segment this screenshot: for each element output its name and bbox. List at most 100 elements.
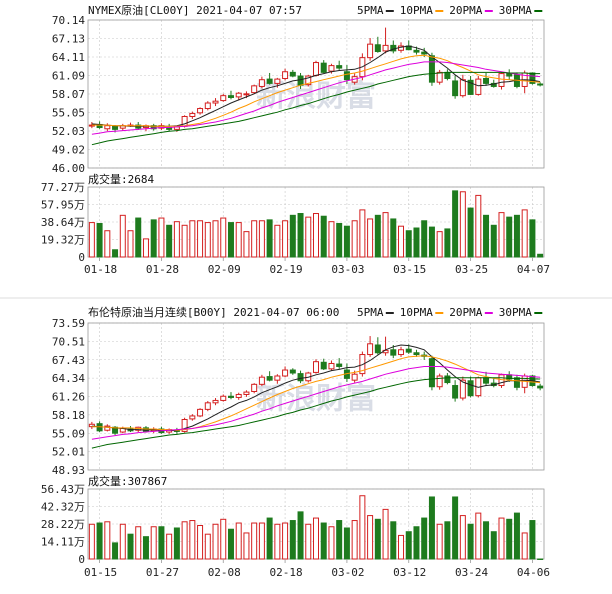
date-tick-label: 03-12 bbox=[393, 566, 426, 579]
candle-body-up bbox=[382, 44, 389, 52]
volume-bar-up bbox=[243, 231, 250, 258]
volume-bar-up bbox=[88, 222, 95, 258]
candle-body-down bbox=[336, 363, 343, 367]
candle-body-up bbox=[313, 62, 319, 76]
volume-bar-up bbox=[459, 515, 466, 560]
volume-bar-down bbox=[444, 521, 451, 560]
volume-bar-up bbox=[119, 523, 126, 560]
ma10-line bbox=[91, 355, 541, 431]
volume-bar-down bbox=[483, 521, 490, 560]
volume-bar-up bbox=[235, 222, 242, 258]
volume-bar-up bbox=[398, 534, 405, 560]
volume-bar-down bbox=[173, 527, 180, 560]
volume-bar-up bbox=[282, 522, 289, 560]
candle-body-down bbox=[537, 385, 544, 389]
ma-legend-swatch bbox=[385, 312, 394, 314]
date-tick-label: 02-19 bbox=[270, 263, 303, 276]
candle-body-up bbox=[498, 73, 505, 87]
candle-body-down bbox=[529, 72, 536, 84]
volume-bar-down bbox=[289, 520, 296, 560]
volume-bar-up bbox=[220, 518, 227, 560]
candle-body-down bbox=[413, 352, 420, 356]
candle-body-up bbox=[328, 362, 335, 370]
candle-body-down bbox=[444, 71, 451, 79]
ma-legend-swatch bbox=[435, 312, 444, 314]
candle-body-down bbox=[374, 44, 381, 53]
volume-bar-up bbox=[212, 220, 219, 258]
volume-bar-up bbox=[220, 217, 227, 258]
candle-body-down bbox=[320, 62, 327, 73]
candle-body-down bbox=[343, 71, 350, 81]
price-tick-label: 58.18 bbox=[52, 409, 85, 422]
volume-bar-down bbox=[374, 214, 381, 258]
volume-bar-up bbox=[189, 520, 196, 560]
volume-bar-up bbox=[204, 533, 211, 560]
volume-bar-up bbox=[282, 220, 289, 258]
ma-legend-label: 30PMA bbox=[499, 4, 532, 17]
candle-body-up bbox=[328, 65, 335, 72]
candle-body-down bbox=[374, 344, 381, 354]
candle-body-down bbox=[266, 78, 273, 84]
candle-body-up bbox=[351, 373, 358, 381]
volume-bar-down bbox=[297, 213, 304, 258]
candle-body-down bbox=[452, 80, 459, 97]
volume-bar-up bbox=[204, 222, 211, 258]
volume-bar-up bbox=[88, 523, 95, 560]
volume-bar-up bbox=[313, 517, 319, 560]
candle-body-down bbox=[405, 348, 412, 353]
candle-body-up bbox=[243, 391, 250, 395]
volume-bar-down bbox=[227, 528, 234, 560]
volume-bar-up bbox=[398, 225, 405, 258]
volume-bar-up bbox=[313, 213, 319, 258]
volume-bar-down bbox=[135, 217, 142, 258]
ma-legend-label: 20PMA bbox=[449, 306, 482, 319]
volume-bar-down bbox=[529, 520, 536, 560]
volume-bar-down bbox=[112, 542, 119, 560]
volume-bar-down bbox=[421, 517, 428, 560]
candle-body-up bbox=[367, 43, 374, 59]
volume-bar-up bbox=[359, 209, 366, 258]
price-frame bbox=[87, 19, 545, 169]
volume-bar-down bbox=[490, 224, 497, 258]
ma30-line bbox=[91, 377, 541, 449]
volume-bar-up bbox=[104, 230, 111, 258]
candle-body-up bbox=[181, 419, 188, 432]
candle-body-up bbox=[251, 383, 258, 392]
ma10-line bbox=[91, 54, 541, 127]
candle-body-down bbox=[413, 49, 420, 53]
volume-bar-up bbox=[274, 523, 281, 560]
chart-title: NYMEX原油[CL00Y] 2021-04-07 07:57 bbox=[88, 3, 302, 17]
price-tick-label: 64.11 bbox=[52, 51, 85, 64]
volume-bar-up bbox=[305, 523, 312, 560]
volume-tick-label: 77.27万 bbox=[41, 181, 85, 194]
volume-bar-down bbox=[452, 496, 459, 560]
candle-body-up bbox=[104, 425, 111, 431]
volume-label: 成交量:307867 bbox=[88, 474, 167, 488]
volume-tick-label: 38.64万 bbox=[41, 216, 85, 229]
candle-body-down bbox=[227, 95, 234, 98]
date-tick-label: 02-18 bbox=[270, 566, 303, 579]
candle-body-up bbox=[436, 71, 443, 83]
date-tick-label: 04-07 bbox=[517, 263, 550, 276]
price-tick-label: 70.14 bbox=[52, 14, 85, 27]
ma-legend-swatch bbox=[534, 312, 543, 314]
candle-body-down bbox=[266, 376, 273, 381]
volume-bar-up bbox=[498, 517, 505, 560]
volume-bar-down bbox=[467, 523, 474, 560]
volume-bar-down bbox=[428, 496, 435, 560]
price-tick-label: 73.59 bbox=[52, 317, 85, 330]
volume-bar-up bbox=[135, 526, 142, 560]
candle-body-up bbox=[189, 112, 196, 118]
volume-tick-label: 19.32万 bbox=[41, 234, 85, 247]
volume-bar-up bbox=[142, 238, 149, 258]
volume-bar-up bbox=[351, 220, 358, 258]
candle-body-down bbox=[537, 83, 544, 86]
volume-bar-down bbox=[413, 227, 420, 258]
volume-bar-down bbox=[506, 518, 513, 560]
volume-bar-up bbox=[436, 231, 443, 258]
price-tick-label: 52.03 bbox=[52, 125, 85, 138]
volume-bar-up bbox=[521, 532, 528, 560]
volume-tick-label: 42.32万 bbox=[41, 501, 85, 514]
